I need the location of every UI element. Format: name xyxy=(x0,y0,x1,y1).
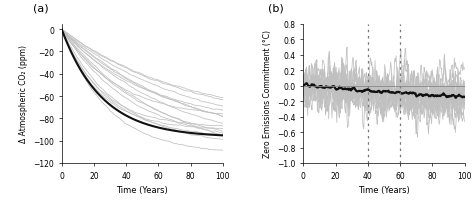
X-axis label: Time (Years): Time (Years) xyxy=(358,185,410,194)
X-axis label: Time (Years): Time (Years) xyxy=(116,185,168,194)
Text: (a): (a) xyxy=(33,3,48,13)
Y-axis label: Zero Emissions Commitment (°C): Zero Emissions Commitment (°C) xyxy=(263,30,272,157)
Text: (b): (b) xyxy=(268,3,283,13)
Y-axis label: Δ Atmospheric CO₂ (ppm): Δ Atmospheric CO₂ (ppm) xyxy=(18,45,27,143)
